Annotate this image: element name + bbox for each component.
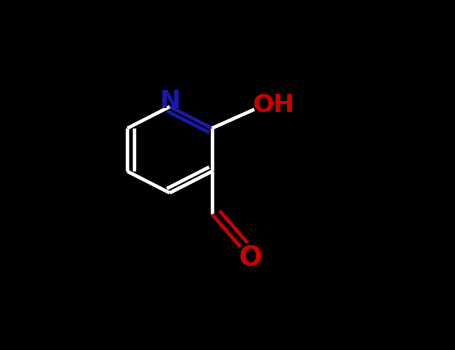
Text: OH: OH: [253, 93, 295, 117]
Text: O: O: [239, 244, 263, 272]
Text: N: N: [159, 89, 180, 113]
